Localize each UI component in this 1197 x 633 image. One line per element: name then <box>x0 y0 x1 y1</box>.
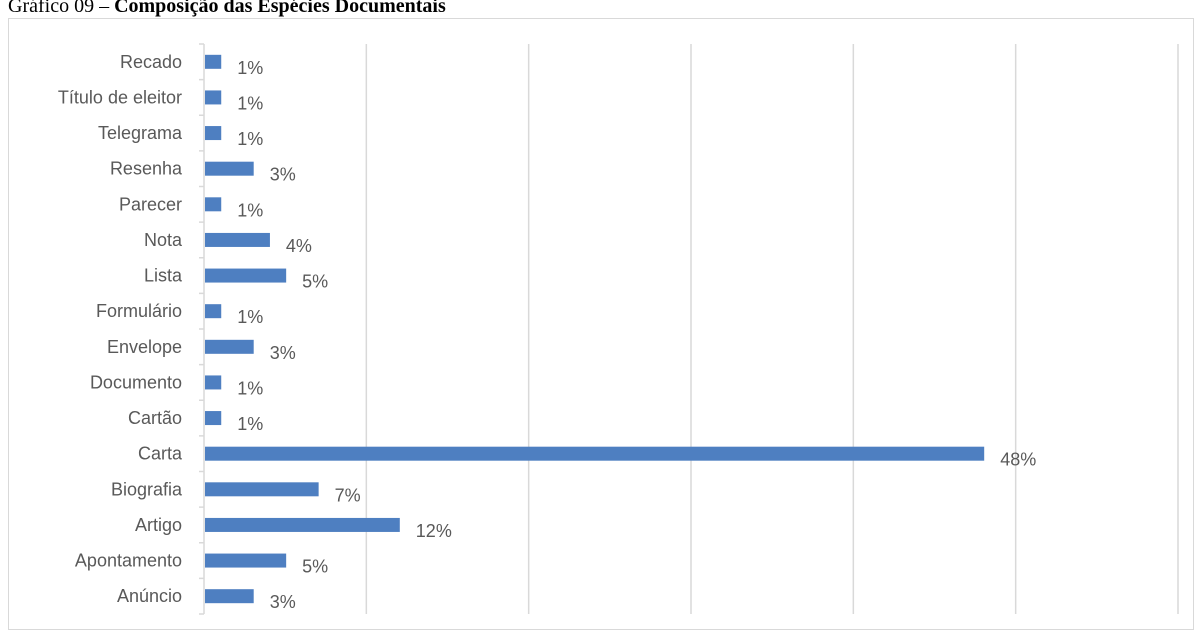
data-label: 48% <box>1000 450 1036 470</box>
bar <box>205 339 254 354</box>
category-label: Biografia <box>111 479 183 499</box>
data-label: 1% <box>237 414 263 434</box>
bar <box>205 161 254 176</box>
category-label: Telegrama <box>98 123 183 143</box>
bar <box>205 54 222 69</box>
category-label: Carta <box>138 444 183 464</box>
caption-prefix: Gráfico 09 – <box>8 0 115 17</box>
data-label: 3% <box>270 343 296 363</box>
category-label: Formulário <box>96 301 182 321</box>
bar <box>205 197 222 212</box>
data-label: 1% <box>237 129 263 149</box>
category-axis <box>199 43 205 615</box>
category-labels: Recado Título de eleitor Telegrama Resenha P… <box>58 52 183 606</box>
bar <box>205 375 222 390</box>
category-label: Artigo <box>135 515 182 535</box>
bar <box>205 304 222 319</box>
category-label: Anúncio <box>117 586 182 606</box>
category-label: Lista <box>144 266 183 286</box>
bar <box>205 411 222 426</box>
data-label: 3% <box>270 165 296 185</box>
category-label: Cartão <box>128 408 182 428</box>
category-label: Documento <box>90 372 182 392</box>
bar <box>205 482 319 497</box>
category-label: Título de eleitor <box>58 87 182 107</box>
data-label: 1% <box>237 200 263 220</box>
data-label: 7% <box>335 485 361 505</box>
chart-title: Composição das Espécies Documentais <box>114 0 446 17</box>
data-label: 1% <box>237 378 263 398</box>
bar <box>205 517 400 532</box>
chart-caption: Gráfico 09 – Composição das Espécies Doc… <box>8 0 446 18</box>
bar <box>205 268 287 283</box>
data-label: 12% <box>416 521 452 541</box>
data-label: 1% <box>237 93 263 113</box>
category-label: Resenha <box>110 159 183 179</box>
category-label: Nota <box>144 230 183 250</box>
data-label: 5% <box>302 557 328 577</box>
bar <box>205 446 985 461</box>
bar <box>205 589 254 604</box>
gridlines <box>365 44 1179 614</box>
bars <box>205 54 985 604</box>
bar <box>205 232 270 247</box>
bar <box>205 90 222 105</box>
bar <box>205 126 222 141</box>
data-label: 1% <box>237 307 263 327</box>
category-label: Apontamento <box>75 551 182 571</box>
data-label: 5% <box>302 272 328 292</box>
category-label: Envelope <box>107 337 182 357</box>
data-label: 4% <box>286 236 312 256</box>
data-label: 3% <box>270 592 296 612</box>
bar <box>205 553 287 568</box>
value-labels: 1% 1% 1% 3% 1% 4% 5% 1% 3% 1% 1% 48% 7% 12% 5% 3% <box>237 58 1036 612</box>
category-label: Parecer <box>119 194 182 214</box>
data-label: 1% <box>237 58 263 78</box>
category-label: Recado <box>120 52 182 72</box>
